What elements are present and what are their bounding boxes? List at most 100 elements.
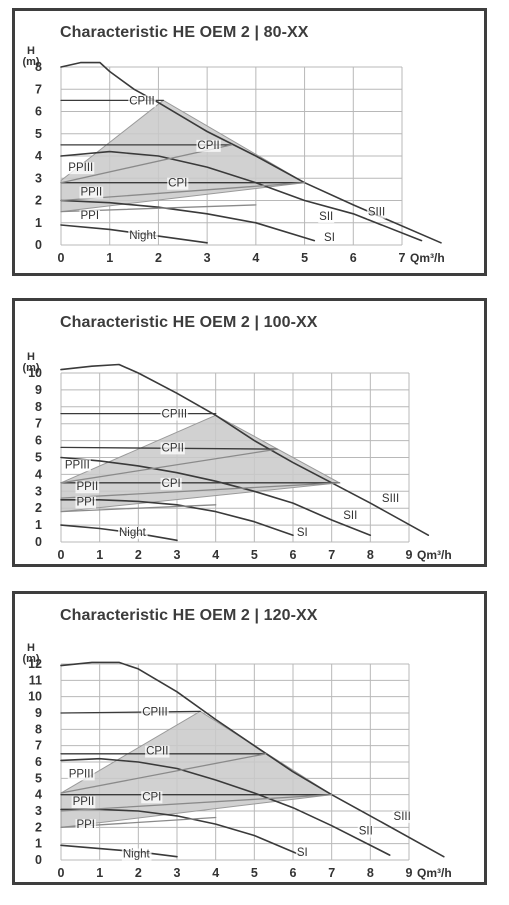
- series-ppii: [60, 482, 341, 499]
- x-tick-label: 0: [58, 548, 65, 562]
- x-tick-label: 6: [350, 251, 357, 265]
- y-tick-label: 8: [35, 722, 42, 736]
- curve-label-siii: SIII: [382, 493, 399, 505]
- curve-label-night: Night: [123, 848, 151, 860]
- curve-label-bg: [75, 496, 97, 509]
- y-tick-label: 2: [35, 501, 42, 515]
- curve-label-bg: [366, 206, 387, 219]
- x-tick-label: 2: [135, 548, 142, 562]
- y-tick-label: 9: [35, 383, 42, 397]
- y-tick-label: 4: [35, 149, 42, 163]
- curve-label-bg: [63, 459, 91, 472]
- curve-label-si: SI: [297, 847, 308, 859]
- chart-panel-100: Characteristic HE OEM 2 | 100-XX CPIII CP…: [12, 298, 487, 567]
- y-tick-label: 4: [35, 467, 42, 481]
- series-siii: [60, 61, 442, 244]
- x-tick-label: 1: [96, 866, 103, 880]
- curve-label-night: Night: [129, 230, 157, 242]
- curve-label-ppiii: PPIII: [68, 162, 93, 174]
- curve-label-bg: [67, 768, 95, 781]
- series-si: [60, 199, 316, 242]
- curve-label-si: SI: [324, 232, 335, 244]
- x-tick-label: 6: [290, 548, 297, 562]
- y-tick-label: 3: [35, 171, 42, 185]
- y-tick-label: 3: [35, 484, 42, 498]
- curve-label-sii: SII: [343, 510, 357, 522]
- curve-label-ppi: PPI: [76, 819, 95, 831]
- curve-label-cpii: CPII: [162, 442, 184, 454]
- chart-panel-120: Characteristic HE OEM 2 | 120-XX CPIII CP…: [12, 591, 487, 885]
- x-tick-label: 5: [251, 866, 258, 880]
- curve-label-bg: [128, 95, 156, 108]
- x-tick-label: 1: [96, 548, 103, 562]
- x-tick-label: 0: [58, 251, 65, 265]
- y-tick-label: 10: [28, 366, 42, 380]
- curve-label-cpiii: CPIII: [162, 409, 188, 421]
- curve-label-bg: [295, 846, 309, 859]
- curve-label-bg: [121, 848, 152, 861]
- x-axis-label: Qm³/h: [417, 548, 452, 562]
- curve-label-ppi: PPI: [80, 210, 99, 222]
- curve-label-bg: [160, 442, 185, 455]
- curve-label-bg: [323, 232, 336, 245]
- x-tick-label: 9: [406, 548, 413, 562]
- y-tick-label: 5: [35, 451, 42, 465]
- x-axis-label: Qm³/h: [410, 251, 445, 265]
- y-tick-label: 0: [35, 535, 42, 549]
- curve-label-ppii: PPII: [80, 187, 102, 199]
- curve-label-siii: SIII: [394, 811, 411, 823]
- curve-label-bg: [380, 493, 401, 506]
- curve-label-bg: [357, 825, 374, 838]
- curve-label-bg: [128, 229, 158, 242]
- curve-label-ppiii: PPIII: [65, 459, 90, 471]
- y-tick-label: 7: [35, 82, 42, 96]
- x-tick-label: 5: [251, 548, 258, 562]
- y-tick-label: 2: [35, 820, 42, 834]
- curve-label-bg: [160, 477, 182, 490]
- y-tick-label: 1: [35, 837, 42, 851]
- series-night: [60, 844, 178, 858]
- curve-label-bg: [141, 706, 169, 719]
- operating-area: [60, 414, 342, 513]
- series-ppi: [60, 504, 217, 513]
- curve-label-siii: SIII: [368, 207, 385, 219]
- x-tick-label: 4: [252, 251, 259, 265]
- y-tick-label: 8: [35, 400, 42, 414]
- x-tick-label: 7: [328, 548, 335, 562]
- curve-label-bg: [71, 796, 96, 809]
- x-tick-label: 2: [155, 251, 162, 265]
- y-axis-label-h: H: [27, 45, 35, 57]
- x-tick-label: 6: [290, 866, 297, 880]
- curve-label-bg: [75, 481, 100, 494]
- chart-title: Characteristic HE OEM 2 | 80-XX: [60, 24, 309, 41]
- x-tick-label: 3: [174, 866, 181, 880]
- series-siii: [60, 363, 430, 536]
- y-tick-label: 0: [35, 853, 42, 867]
- curve-label-bg: [392, 810, 412, 823]
- x-tick-label: 7: [328, 866, 335, 880]
- curve-label-ppii: PPII: [76, 481, 98, 493]
- curve-label-ppiii: PPIII: [69, 768, 94, 780]
- curve-label-bg: [342, 509, 359, 522]
- curve-label-cpi: CPI: [142, 791, 161, 803]
- series-ppii: [60, 794, 333, 812]
- y-tick-label: 4: [35, 788, 42, 802]
- x-tick-label: 2: [135, 866, 142, 880]
- y-tick-label: 2: [35, 194, 42, 208]
- curve-label-si: SI: [297, 527, 308, 539]
- curve-label-bg: [79, 186, 104, 199]
- x-tick-label: 8: [367, 866, 374, 880]
- x-tick-label: 7: [399, 251, 406, 265]
- curve-label-night: Night: [119, 527, 147, 539]
- x-tick-label: 1: [106, 251, 113, 265]
- curve-label-sii: SII: [359, 826, 373, 838]
- y-tick-label: 6: [35, 105, 42, 119]
- y-tick-label: 1: [35, 518, 42, 532]
- curve-label-cpii: CPII: [197, 140, 219, 152]
- curve-label-bg: [141, 791, 163, 804]
- chart-title: Characteristic HE OEM 2 | 100-XX: [60, 314, 318, 331]
- x-tick-label: 4: [212, 866, 219, 880]
- y-tick-label: 11: [29, 673, 42, 687]
- curve-label-bg: [295, 526, 309, 539]
- x-tick-label: 8: [367, 548, 374, 562]
